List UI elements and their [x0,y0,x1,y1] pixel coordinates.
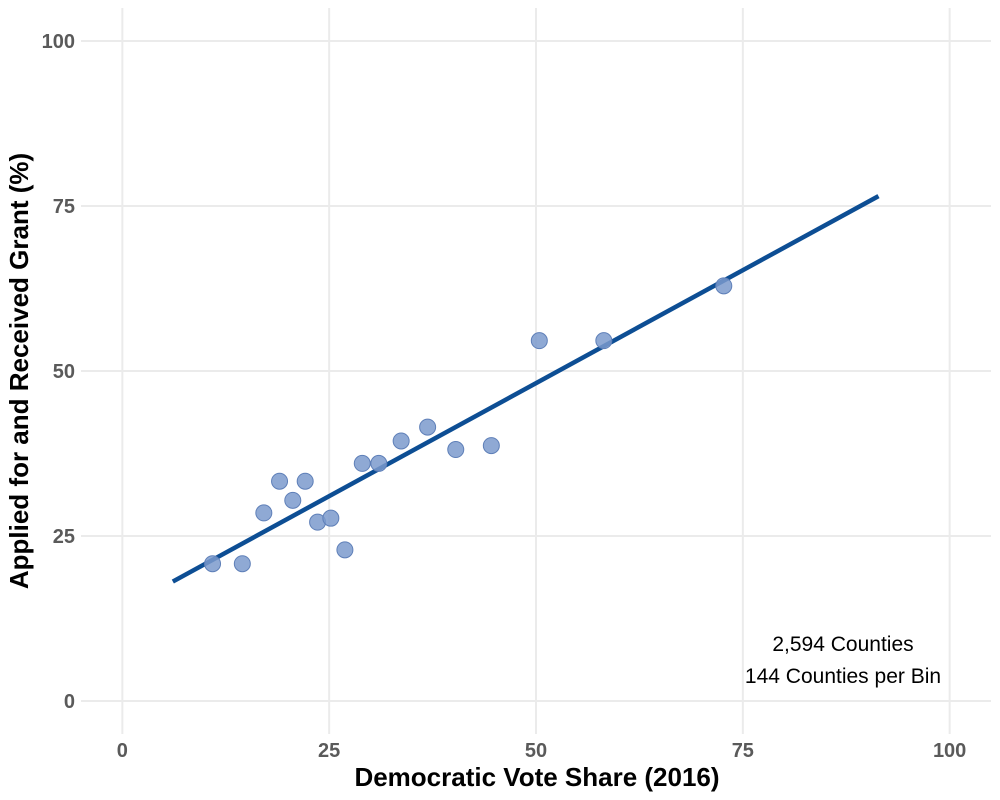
data-point [271,472,289,490]
data-point [255,504,273,522]
x-tick-label: 25 [318,740,340,762]
data-point [419,418,437,436]
data-point [322,509,340,527]
x-tick-label: 50 [525,740,547,762]
tick-labels: 0 25 50 75 100 0 25 50 75 100 [42,31,967,762]
x-axis-title: Democratic Vote Share (2016) [354,762,719,792]
data-point [482,437,500,455]
annotation-bin-size: 144 Counties per Bin [745,665,941,688]
x-tick-label: 75 [732,740,754,762]
y-tick-label: 75 [53,196,75,218]
data-point [336,541,354,559]
y-tick-label: 25 [53,526,75,548]
y-tick-label: 50 [53,361,75,383]
grid-lines [81,8,991,734]
data-point [284,491,302,509]
y-tick-label: 0 [64,691,75,713]
data-point [204,555,222,573]
data-point [296,472,314,490]
data-point [233,555,251,573]
data-point [715,277,733,295]
data-point [595,332,613,350]
annotation-county-count: 2,594 Counties [772,633,913,656]
x-tick-label: 0 [117,740,128,762]
y-axis-title: Applied for and Received Grant (%) [4,153,34,589]
data-point [392,432,410,450]
x-tick-label: 100 [933,740,966,762]
points-layer [204,277,733,573]
fit-line [171,194,880,584]
data-point [370,454,388,472]
y-tick-label: 100 [42,31,75,53]
data-point [530,332,548,350]
data-point [353,454,371,472]
fit-line-layer [171,194,880,584]
data-point [447,441,465,459]
